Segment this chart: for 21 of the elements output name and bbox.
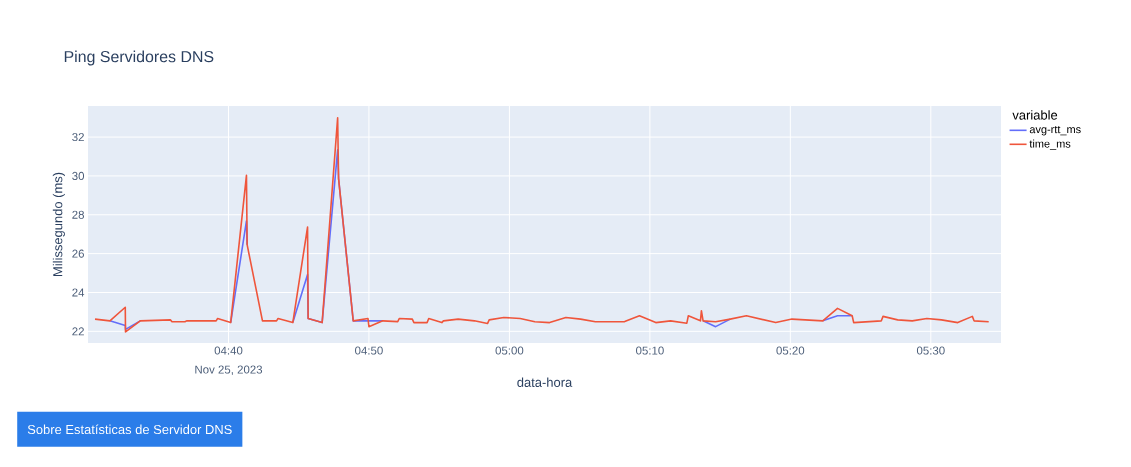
legend-label: avg-rtt_ms — [1029, 126, 1081, 136]
x-tick-label: 05:20 — [776, 346, 805, 355]
x-tick-label: 05:10 — [636, 346, 664, 355]
y-tick-label: 28 — [72, 210, 84, 219]
line-series — [94, 117, 990, 333]
x-tick-label: 05:00 — [495, 346, 524, 355]
y-tick-label: 30 — [72, 171, 85, 180]
x-tick-label: 04:40 — [214, 346, 243, 355]
y-tick-label: 32 — [72, 133, 84, 142]
x-tick-label: 05:30 — [916, 346, 945, 355]
y-tick-label: 26 — [72, 249, 84, 258]
text: Nov 25, 2023 — [195, 365, 263, 375]
x-tick-label: 04:50 — [355, 346, 383, 355]
text: Sobre Estatísticas de Servidor DNS — [27, 424, 232, 435]
x-axis-title: data-hora — [517, 377, 573, 387]
y-tick-label: 22 — [72, 327, 84, 336]
chart-title: Ping Servidores DNS — [64, 50, 214, 66]
y-tick-label: 24 — [72, 288, 85, 297]
y-axis-title: Milissegundo (ms) — [52, 172, 65, 276]
legend-label: time_ms — [1029, 139, 1071, 150]
legend-title: variable — [1012, 110, 1058, 120]
